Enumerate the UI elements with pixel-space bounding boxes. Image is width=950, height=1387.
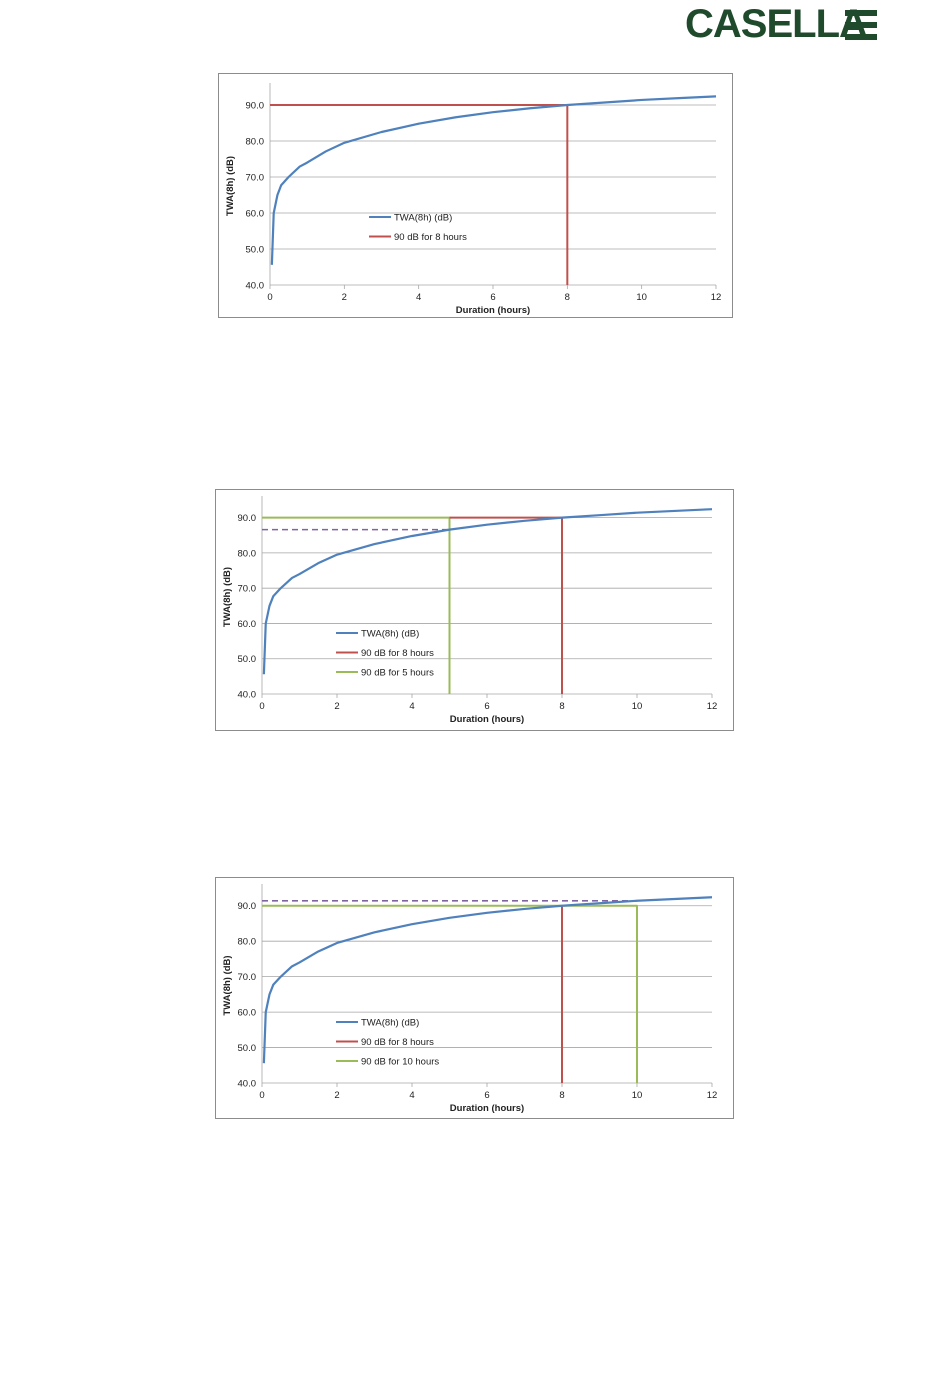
legend-label: TWA(8h) (dB) — [361, 1018, 419, 1029]
chart-svg: 40.0 50.0 60.0 70.0 80.0 90.0 0 2 4 6 8 10 12 Duratio… — [225, 83, 722, 316]
x-tick-label: 6 — [484, 1090, 489, 1101]
x-tick-label: 4 — [409, 1090, 414, 1101]
x-tick-label: 10 — [632, 1090, 643, 1101]
y-tick-label: 50.0 — [246, 245, 265, 256]
y-axis-title: TWA(8h) (dB) — [225, 156, 236, 216]
y-tick-label: 40.0 — [246, 281, 265, 292]
logo-wordmark: CASELLA — [685, 2, 868, 46]
y-tick-label: 60.0 — [238, 619, 257, 630]
chart-twa-10-hours: 40.0 50.0 60.0 70.0 80.0 90.0 0 2 4 6 8 10 12 Duratio… — [215, 877, 734, 1119]
legend-label: 90 dB for 5 hours — [361, 668, 434, 679]
legend-label: 90 dB for 8 hours — [361, 648, 434, 659]
series-line-twa-8h-db — [262, 896, 713, 1064]
y-tick-label: 40.0 — [238, 1079, 257, 1090]
series-line-90-db-for-8-hours — [449, 516, 563, 694]
series-line-twa-8h-db — [262, 508, 713, 675]
y-tick-label: 90.0 — [246, 101, 265, 112]
y-tick-label: 50.0 — [238, 654, 257, 665]
y-tick-label: 60.0 — [246, 209, 265, 220]
chart-svg: 40.0 50.0 60.0 70.0 80.0 90.0 0 2 4 6 8 10 12 Duratio… — [222, 496, 718, 725]
y-tick-label: 80.0 — [238, 548, 257, 559]
x-tick-label: 2 — [342, 292, 347, 303]
x-tick-label: 12 — [707, 1090, 718, 1101]
x-tick-label: 0 — [259, 701, 264, 712]
x-axis-title: Duration (hours) — [450, 1103, 524, 1114]
x-tick-label: 12 — [707, 701, 718, 712]
chart-twa-5-hours: 40.0 50.0 60.0 70.0 80.0 90.0 0 2 4 6 8 10 12 Duratio… — [215, 489, 734, 731]
y-tick-label: 70.0 — [246, 173, 265, 184]
legend-label: 90 dB for 8 hours — [361, 1037, 434, 1048]
x-axis-title: Duration (hours) — [450, 714, 524, 725]
logo-bars-icon — [845, 10, 877, 40]
legend-label: 90 dB for 10 hours — [361, 1057, 439, 1068]
x-tick-label: 0 — [259, 1090, 264, 1101]
y-tick-label: 50.0 — [238, 1043, 257, 1054]
x-tick-label: 6 — [484, 701, 489, 712]
x-tick-label: 4 — [416, 292, 421, 303]
series-line-twa-8h-db — [270, 95, 717, 265]
y-axis-title: TWA(8h) (dB) — [222, 567, 233, 627]
x-tick-label: 8 — [565, 292, 570, 303]
series-line-90-db-for-8-hours — [270, 104, 569, 285]
legend-label: 90 dB for 8 hours — [394, 232, 467, 243]
x-tick-label: 2 — [334, 1090, 339, 1101]
legend-label: TWA(8h) (dB) — [394, 213, 452, 224]
y-axis-title: TWA(8h) (dB) — [222, 955, 233, 1015]
y-tick-label: 80.0 — [238, 937, 257, 948]
y-tick-label: 90.0 — [238, 513, 257, 524]
x-tick-label: 2 — [334, 701, 339, 712]
x-tick-label: 4 — [409, 701, 414, 712]
x-axis-title: Duration (hours) — [456, 305, 530, 316]
y-tick-label: 40.0 — [238, 690, 257, 701]
series-line-90-db-for-10-hours — [262, 904, 638, 1083]
y-tick-label: 70.0 — [238, 972, 257, 983]
x-tick-label: 12 — [711, 292, 722, 303]
casella-logo: CASELLA — [685, 4, 877, 44]
y-tick-label: 80.0 — [246, 137, 265, 148]
y-tick-label: 60.0 — [238, 1008, 257, 1019]
legend-label: TWA(8h) (dB) — [361, 629, 419, 640]
x-tick-label: 6 — [490, 292, 495, 303]
x-tick-label: 8 — [559, 1090, 564, 1101]
x-tick-label: 10 — [632, 701, 643, 712]
x-tick-label: 8 — [559, 701, 564, 712]
y-tick-label: 70.0 — [238, 584, 257, 595]
chart-twa-8-hours: 40.0 50.0 60.0 70.0 80.0 90.0 0 2 4 6 8 10 12 Duratio… — [218, 73, 733, 318]
y-tick-label: 90.0 — [238, 901, 257, 912]
chart-svg: 40.0 50.0 60.0 70.0 80.0 90.0 0 2 4 6 8 10 12 Duratio… — [222, 884, 718, 1114]
x-tick-label: 10 — [636, 292, 647, 303]
x-tick-label: 0 — [267, 292, 272, 303]
